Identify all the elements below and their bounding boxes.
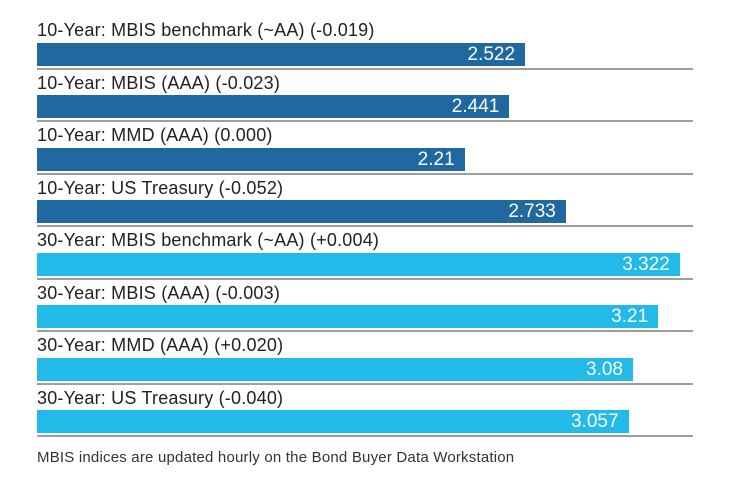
bar-value: 2.733	[508, 201, 556, 222]
bar-value: 2.441	[451, 96, 500, 117]
bar-label: 30-Year: US Treasury (-0.040)	[37, 387, 284, 408]
bar-track: 2.733	[37, 200, 693, 223]
row-separator	[37, 277, 693, 280]
chart-footnote: MBIS indices are updated hourly on the B…	[37, 449, 515, 466]
bar-label: 10-Year: MBIS benchmark (~AA) (-0.019)	[37, 20, 375, 40]
bar: 3.322	[37, 252, 680, 276]
bar-label: 30-Year: MBIS benchmark (~AA) (+0.004)	[37, 230, 380, 250]
bar-value: 3.322	[622, 253, 670, 275]
bar-row: 10-Year: MMD (AAA) (0.000) 2.21	[37, 122, 693, 175]
bar-row: 30-Year: US Treasury (-0.040) 3.057	[37, 385, 693, 437]
bar-track: 2.21	[37, 147, 693, 171]
bar-label: 10-Year: MMD (AAA) (0.000)	[37, 125, 273, 145]
bar-label: 10-Year: MBIS (AAA) (-0.023)	[37, 72, 281, 93]
bar-track: 2.441	[37, 95, 693, 118]
bar-value: 3.057	[571, 411, 619, 432]
bar-value: 2.522	[467, 43, 516, 65]
bar-label: 10-Year: US Treasury (-0.052)	[37, 177, 284, 198]
row-separator	[37, 172, 693, 175]
bar: 3.21	[37, 305, 659, 328]
bar: 2.441	[37, 95, 510, 118]
bar: 2.522	[37, 42, 526, 66]
row-separator	[37, 225, 693, 227]
row-separator	[37, 330, 693, 332]
bar-row: 30-Year: MBIS (AAA) (-0.003) 3.21	[37, 280, 693, 332]
row-separator	[37, 382, 693, 385]
bar-row: 10-Year: MBIS benchmark (~AA) (-0.019) 2…	[37, 17, 693, 70]
bar-row: 30-Year: MMD (AAA) (+0.020) 3.08	[37, 332, 693, 385]
bar: 2.733	[37, 200, 566, 223]
bar-label: 30-Year: MMD (AAA) (+0.020)	[37, 335, 284, 355]
bar-track: 3.322	[37, 252, 693, 276]
bar-value: 3.21	[611, 306, 649, 327]
bar-value: 2.21	[417, 148, 455, 170]
bar: 3.08	[37, 357, 633, 381]
bar-track: 2.522	[37, 42, 693, 66]
bar-row: 10-Year: MBIS (AAA) (-0.023) 2.441	[37, 70, 693, 122]
bar: 3.057	[37, 410, 629, 433]
bond-yield-bar-chart: 10-Year: MBIS benchmark (~AA) (-0.019) 2…	[37, 17, 693, 437]
bar-row: 10-Year: US Treasury (-0.052) 2.733	[37, 175, 693, 227]
row-separator	[37, 67, 693, 70]
bar: 2.21	[37, 147, 465, 171]
bar-label: 30-Year: MBIS (AAA) (-0.003)	[37, 282, 281, 303]
row-separator	[37, 120, 693, 122]
bar-track: 3.08	[37, 357, 693, 381]
bar-track: 3.057	[37, 410, 693, 433]
bar-track: 3.21	[37, 305, 693, 328]
row-separator	[37, 435, 693, 437]
bar-value: 3.08	[586, 358, 623, 380]
bar-row: 30-Year: MBIS benchmark (~AA) (+0.004) 3…	[37, 227, 693, 280]
